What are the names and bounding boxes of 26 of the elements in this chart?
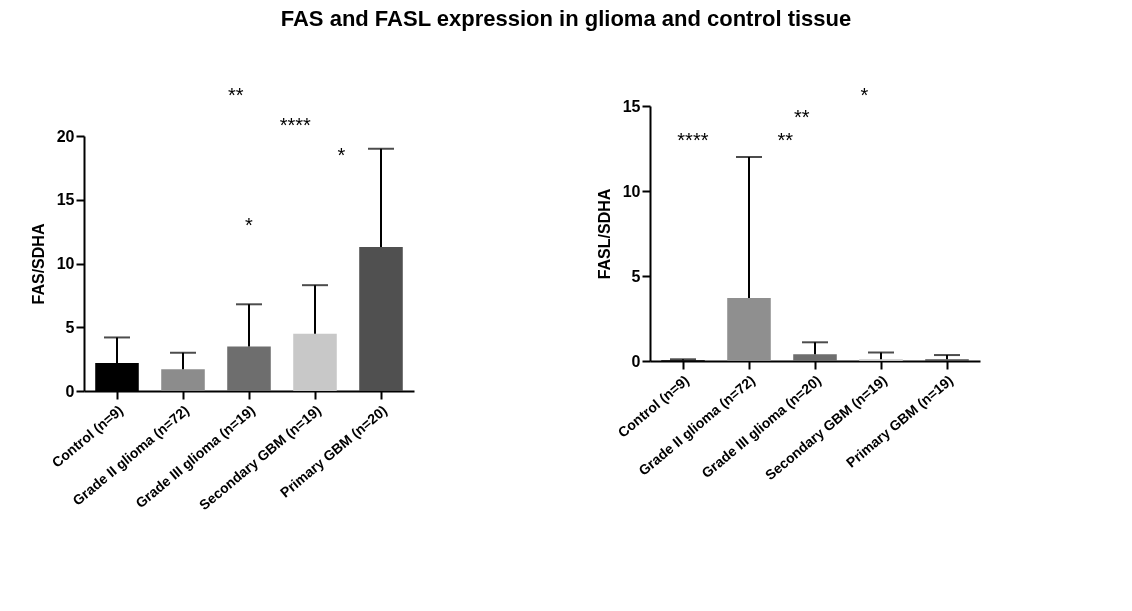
annotation: * [245, 214, 254, 236]
text: ** [228, 84, 244, 106]
y-tick-label: 5 [65, 318, 75, 336]
bar [293, 333, 337, 391]
text: FAS and FASL expression in glioma and control tissue [279, 5, 853, 33]
text: **** [279, 114, 311, 136]
text: * [860, 84, 869, 106]
y-tick-label: 5 [631, 267, 641, 285]
annotation: ** [777, 129, 794, 151]
y-axis-title: FASL/SDHA [595, 188, 613, 280]
bar [793, 354, 837, 361]
y-tick-label: 10 [622, 182, 641, 200]
y-tick-label: 15 [56, 191, 75, 209]
y-tick-label: 10 [56, 255, 75, 272]
y-tick-label: 0 [631, 352, 641, 370]
annotation: ** [794, 106, 810, 128]
bar [727, 298, 771, 361]
bar [359, 246, 403, 391]
annotation: * [337, 144, 346, 166]
annotation: **** [677, 129, 709, 151]
y-tick-label: 20 [56, 127, 75, 145]
bar [227, 346, 271, 391]
y-axis-title: FAS/SDHA [29, 223, 47, 305]
bar [161, 369, 205, 391]
y-tick-label: 15 [622, 97, 641, 115]
y-tick-label: 0 [65, 382, 75, 400]
